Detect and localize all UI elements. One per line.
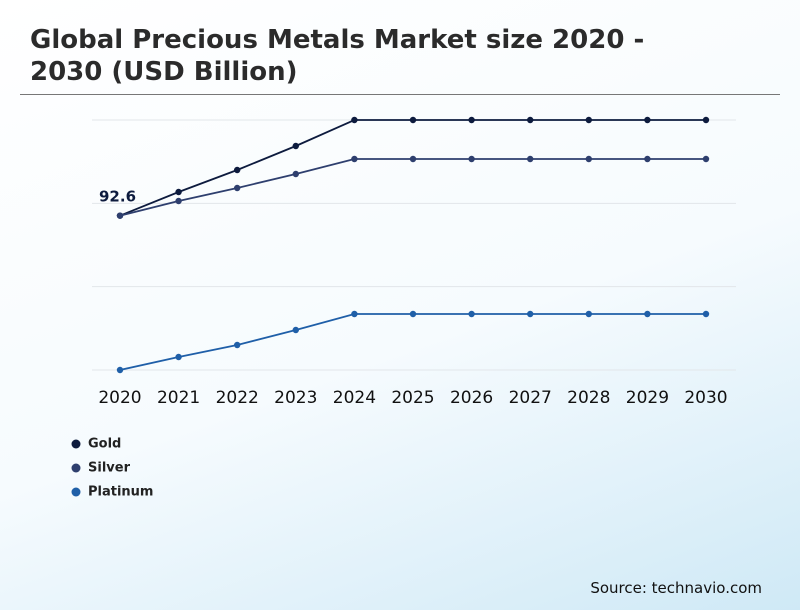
data-label: 92.6 [99,188,136,206]
data-point [468,116,475,124]
data-point [116,212,124,219]
data-point [351,116,358,124]
x-tick-label: 2020 [98,388,141,408]
data-point [527,155,534,163]
legend-label: Gold [88,437,121,452]
data-point [175,188,182,196]
data-point [644,116,651,124]
data-point [234,341,241,349]
data-point [468,155,475,163]
x-tick-label: 2025 [391,388,434,408]
source: Source: technavio.com [590,579,762,597]
data-point [702,155,710,163]
x-tick-label: 2023 [274,388,317,408]
x-tick-label: 2030 [684,388,727,408]
legend-marker [71,487,81,497]
x-tick-label: 2024 [333,388,376,408]
x-tick-label: 2026 [450,388,493,408]
series-line [119,313,706,371]
data-point [585,155,592,163]
data-point [292,170,299,178]
legend-marker [71,439,81,449]
legend-label: Platinum [88,485,153,500]
x-tick-label: 2021 [157,388,200,408]
data-point [644,155,651,163]
data-point [585,116,592,124]
x-tick-label: 2029 [626,388,669,408]
data-point [292,326,299,334]
data-point [116,366,124,374]
data-point [702,310,710,318]
data-point [585,310,592,318]
x-tick-label: 2027 [509,388,552,408]
data-point [409,155,417,163]
chart-title: Global Precious Metals Market size 2020 … [30,25,645,87]
x-tick-label: 2028 [567,388,610,408]
x-tick-label: 2022 [216,388,259,408]
data-point [292,142,299,150]
data-point [644,310,651,318]
series-line [119,119,706,217]
legend-marker [71,463,81,473]
data-point [468,310,475,318]
data-point [527,116,534,124]
data-point [409,310,417,318]
data-point [527,310,534,318]
data-point [234,166,241,174]
data-point [175,197,182,205]
title-rule [20,94,780,95]
data-point [351,155,358,163]
data-point [351,310,358,318]
legend-label: Silver [88,461,131,476]
data-point [175,353,182,361]
data-point [409,116,417,124]
data-point [702,116,710,124]
series-line [119,158,706,217]
data-point [234,184,241,192]
